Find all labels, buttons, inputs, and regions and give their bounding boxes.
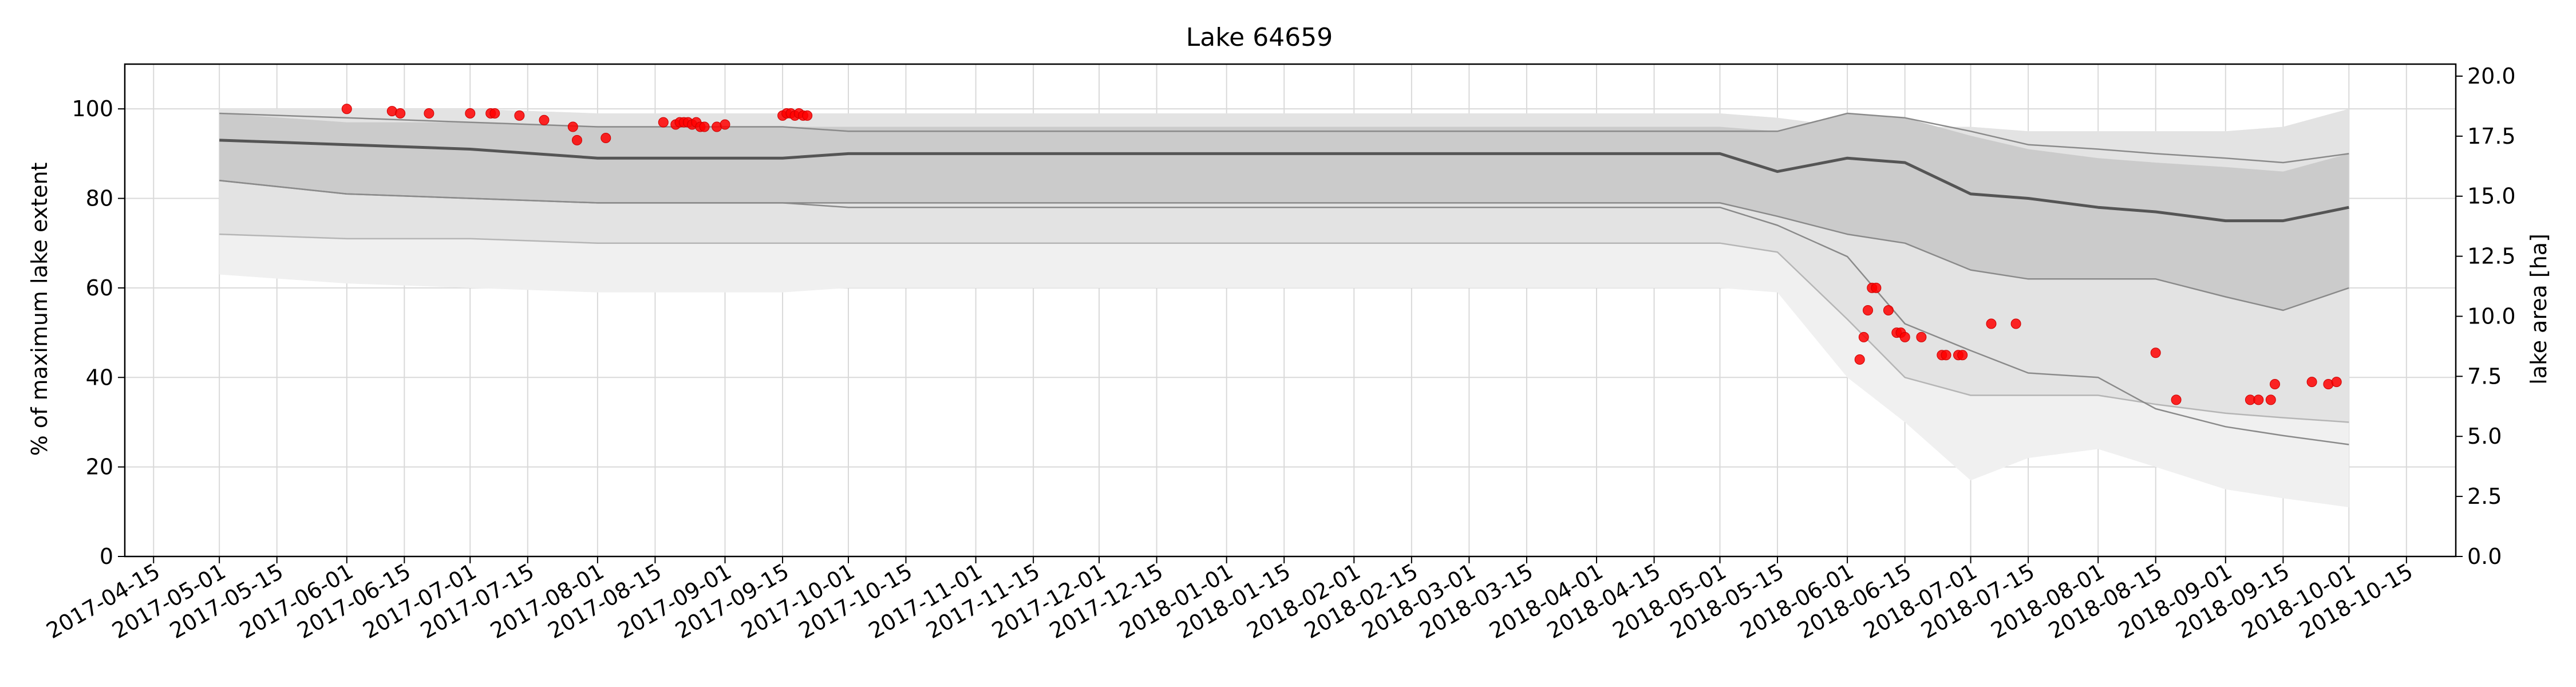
data-point — [539, 114, 550, 125]
data-point — [567, 121, 578, 132]
median-line — [219, 139, 2349, 223]
data-point — [600, 133, 611, 143]
band-lines — [219, 112, 2349, 445]
data-point — [1957, 350, 1968, 361]
y-tick-label: 60 — [86, 275, 113, 301]
data-point — [720, 119, 730, 130]
y2-tick-label: 2.5 — [2467, 484, 2502, 509]
band-50-lower-line — [219, 180, 2349, 311]
data-point — [572, 135, 582, 145]
data-point — [1883, 305, 1894, 315]
data-point — [1941, 350, 1951, 361]
y-axis-right-label: lake area [ha] — [2526, 234, 2551, 385]
data-point — [1916, 331, 1927, 342]
data-point — [1986, 318, 1997, 329]
y2-tick-label: 10.0 — [2467, 303, 2516, 329]
data-point — [699, 121, 710, 132]
data-point — [802, 110, 813, 121]
data-point — [1858, 331, 1869, 342]
y-axis-right: 0.0 2.5 5.0 7.5 10.0 12.5 15.0 17.5 20.0 — [2456, 64, 2516, 569]
data-point — [1871, 282, 1882, 293]
data-point — [489, 108, 500, 119]
y-axis-left: 0 20 40 60 80 100 — [72, 96, 125, 569]
data-point — [2253, 394, 2264, 405]
observation-points — [341, 104, 2342, 405]
chart-title: Lake 64659 — [1186, 23, 1333, 52]
data-point — [2171, 394, 2182, 405]
data-point — [1863, 305, 1873, 315]
data-point — [2150, 348, 2161, 358]
y-tick-label: 20 — [86, 455, 113, 480]
y-tick-label: 40 — [86, 365, 113, 390]
data-point — [395, 108, 406, 119]
data-point — [658, 117, 669, 128]
band-90-lower-line — [219, 233, 2349, 423]
y2-tick-label: 7.5 — [2467, 364, 2502, 389]
y2-tick-label: 0.0 — [2467, 544, 2502, 569]
y-tick-label: 80 — [86, 186, 113, 211]
y2-tick-label: 15.0 — [2467, 184, 2516, 209]
y2-tick-label: 5.0 — [2467, 424, 2502, 449]
data-point — [341, 104, 352, 114]
y2-tick-label: 17.5 — [2467, 124, 2516, 149]
data-point — [2270, 379, 2280, 389]
data-point — [1854, 354, 1865, 365]
data-point — [424, 108, 434, 119]
data-point — [2265, 394, 2276, 405]
data-point — [2306, 377, 2317, 388]
y2-tick-label: 12.5 — [2467, 244, 2516, 269]
data-point — [1899, 331, 1910, 342]
plot-frame — [124, 63, 2457, 558]
data-point — [2010, 318, 2021, 329]
y-tick-label: 0 — [100, 544, 113, 569]
data-point — [2331, 377, 2342, 388]
data-point — [514, 110, 525, 121]
data-point — [465, 108, 476, 119]
y2-tick-label: 20.0 — [2467, 64, 2516, 89]
y-axis-label: % of maximum lake extent — [27, 163, 52, 456]
y-tick-label: 100 — [72, 96, 113, 121]
